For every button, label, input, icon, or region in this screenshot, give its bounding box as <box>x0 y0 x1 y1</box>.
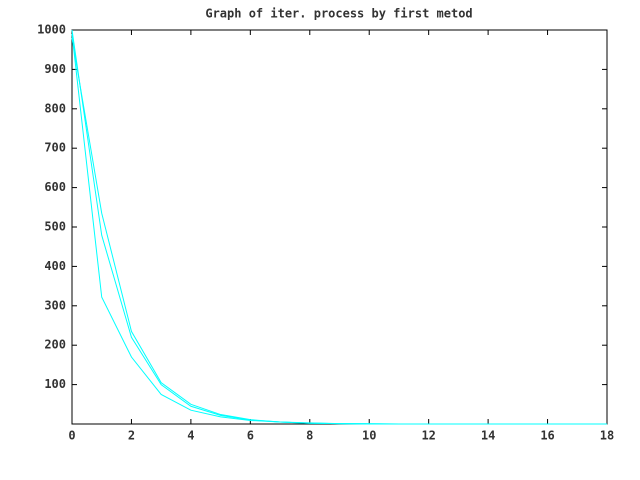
data-line <box>71 37 607 425</box>
x-tick-label: 14 <box>481 429 495 443</box>
y-tick-label: 1000 <box>37 23 66 37</box>
y-tick-label: 700 <box>44 141 66 155</box>
y-tick-label: 100 <box>44 377 66 391</box>
data-line <box>71 33 607 425</box>
x-tick-label: 4 <box>187 429 194 443</box>
y-tick-label: 600 <box>44 180 66 194</box>
plot-frame <box>71 29 608 425</box>
x-tick-label: 0 <box>68 429 75 443</box>
y-tick-label: 400 <box>44 259 66 273</box>
y-tick-label: 300 <box>44 298 66 312</box>
x-tick-label: 12 <box>421 429 435 443</box>
x-tick-label: 18 <box>600 429 614 443</box>
x-tick-label: 6 <box>247 429 254 443</box>
y-tick-label: 900 <box>44 62 66 76</box>
x-tick-label: 8 <box>306 429 313 443</box>
x-tick-label: 16 <box>540 429 554 443</box>
x-tick-label: 2 <box>128 429 135 443</box>
y-tick-label: 500 <box>44 220 66 234</box>
data-line <box>71 29 607 425</box>
x-tick-label: 10 <box>362 429 376 443</box>
chart-title: Graph of iter. process by first metod <box>205 7 472 21</box>
y-tick-label: 800 <box>44 101 66 115</box>
y-tick-label: 200 <box>44 338 66 352</box>
